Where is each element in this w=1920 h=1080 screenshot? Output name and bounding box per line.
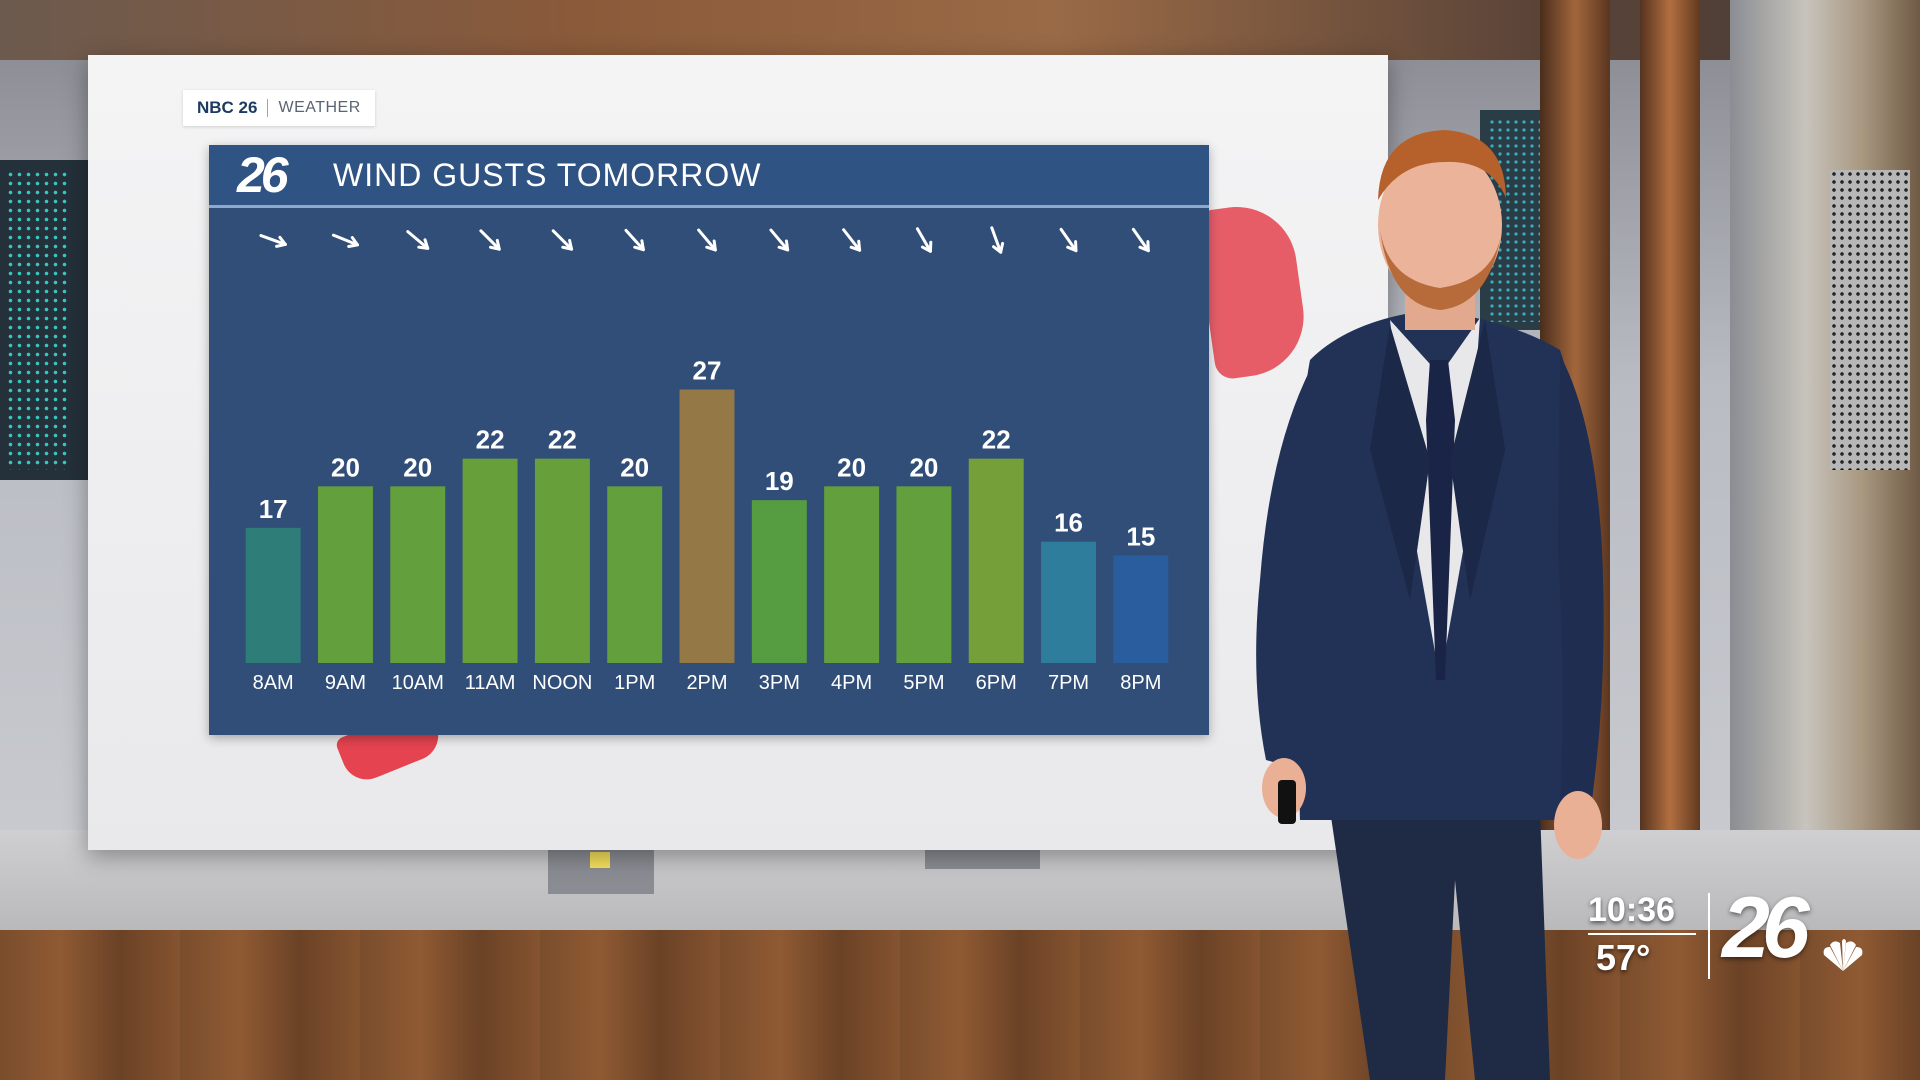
wind-arrow-icon [990,226,1005,254]
data-label: 22 [476,425,505,455]
wind-arrow-head [777,239,790,252]
wind-arrow-shaft [1059,227,1078,253]
wind-arrow-head [275,235,287,248]
bug-divider [1708,893,1710,979]
wind-arrow-head [488,238,501,251]
wind-arrow-icon [1059,227,1078,253]
data-label: 16 [1054,508,1083,538]
bar-8pm [1113,555,1169,663]
data-label: 20 [620,452,649,482]
section-name: WEATHER [278,99,361,116]
bar-5pm [896,486,952,663]
station-logo: 26 [237,147,289,203]
wind-arrow-head [417,238,430,250]
peacock-icon [1823,939,1863,971]
data-label: 20 [837,452,866,482]
data-label: 22 [982,425,1011,455]
x-tick-label: 11AM [465,672,516,694]
data-label: 17 [259,494,288,524]
wind-arrow-shaft [624,228,645,252]
data-label: 27 [693,356,722,386]
wind-arrow-head [920,240,933,253]
wind-arrow-head [347,236,360,248]
chart-plot-area: 17 8AM 20 9AM 20 10AM 22 11AM 22 NOON 20 1PM 27 2PM 19… [245,226,1169,694]
wind-gust-chart: 26 WIND GUSTS TOMORROW 17 8AM 20 9AM 20 10AM 2… [209,145,1209,735]
wind-arrow-head [1066,240,1078,253]
bar-6pm [968,458,1024,663]
wind-arrow-head [561,238,574,251]
x-tick-label: 3PM [759,672,800,694]
wind-arrow-shaft [915,227,932,253]
wind-arrow-shaft [331,233,360,247]
wind-arrow-shaft [479,229,501,251]
data-label: 19 [765,466,794,496]
wind-arrow-icon [259,234,287,248]
data-label: 20 [331,452,360,482]
wind-arrow-shaft [842,228,862,252]
tab-divider [267,99,269,117]
wind-arrow-icon [331,233,360,248]
wind-arrow-icon [624,228,645,252]
bar-3pm [751,500,807,663]
bar-9am [317,486,373,663]
bar-2pm [679,389,735,663]
wind-arrow-shaft [1131,227,1150,253]
data-label: 20 [403,452,432,482]
bar-7pm [1041,541,1097,663]
wood-floor [0,930,1920,1080]
station-name: NBC 26 [197,98,258,117]
wind-arrow-icon [769,228,790,252]
x-tick-label: 8PM [1120,672,1161,694]
bug-divider-line [1588,933,1696,935]
data-label: 22 [548,425,577,455]
wind-arrow-shaft [990,226,1003,254]
wind-arrow-icon [697,228,717,252]
x-tick-label: 4PM [831,672,872,694]
wood-column [1640,0,1700,860]
chart-title: WIND GUSTS TOMORROW [333,156,762,193]
wind-arrow-icon [479,229,501,251]
left-led-pillar [0,160,95,480]
x-tick-label: 5PM [903,672,944,694]
x-tick-label: 6PM [976,672,1017,694]
wind-arrow-head [633,239,645,252]
wind-arrow-icon [915,227,933,253]
wind-arrow-head [705,239,717,252]
station-logo: 26 [1722,880,1810,976]
clock-time: 10:36 [1588,891,1675,929]
x-tick-label: 1PM [614,672,655,694]
wind-arrow-icon [406,230,430,250]
current-temperature: 57° [1596,937,1651,978]
x-tick-label: 7PM [1048,672,1089,694]
bar-4pm [824,486,880,663]
bar-1pm [607,486,663,663]
wind-arrow-icon [1131,227,1150,253]
data-label: 20 [909,452,938,482]
wind-arrow-shaft [769,228,790,252]
wind-arrow-shaft [259,234,287,246]
bar-noon [534,458,590,663]
chart-header: 26 WIND GUSTS TOMORROW [209,145,1209,208]
wind-arrow-shaft [697,228,717,252]
x-tick-label: 9AM [325,672,366,694]
bar-10am [390,486,446,663]
wind-arrow-shaft [406,230,430,250]
wind-arrow-head [1138,240,1150,253]
bar-8am [245,527,301,663]
x-tick-label: NOON [532,672,592,694]
wind-arrow-icon [551,229,574,251]
x-tick-label: 2PM [686,672,727,694]
time-temp-bug: 10:36 57° 26 [1580,880,1900,985]
bar-11am [462,458,518,663]
wind-arrow-icon [842,228,862,252]
wind-arrow-head [992,241,1005,254]
brand-tab: NBC 26 WEATHER [183,90,375,126]
x-tick-label: 8AM [253,672,294,694]
x-tick-label: 10AM [392,672,444,694]
data-label: 15 [1126,522,1155,552]
presenter [1256,130,1604,1080]
wind-arrow-shaft [551,229,574,251]
wind-arrow-head [849,239,862,252]
